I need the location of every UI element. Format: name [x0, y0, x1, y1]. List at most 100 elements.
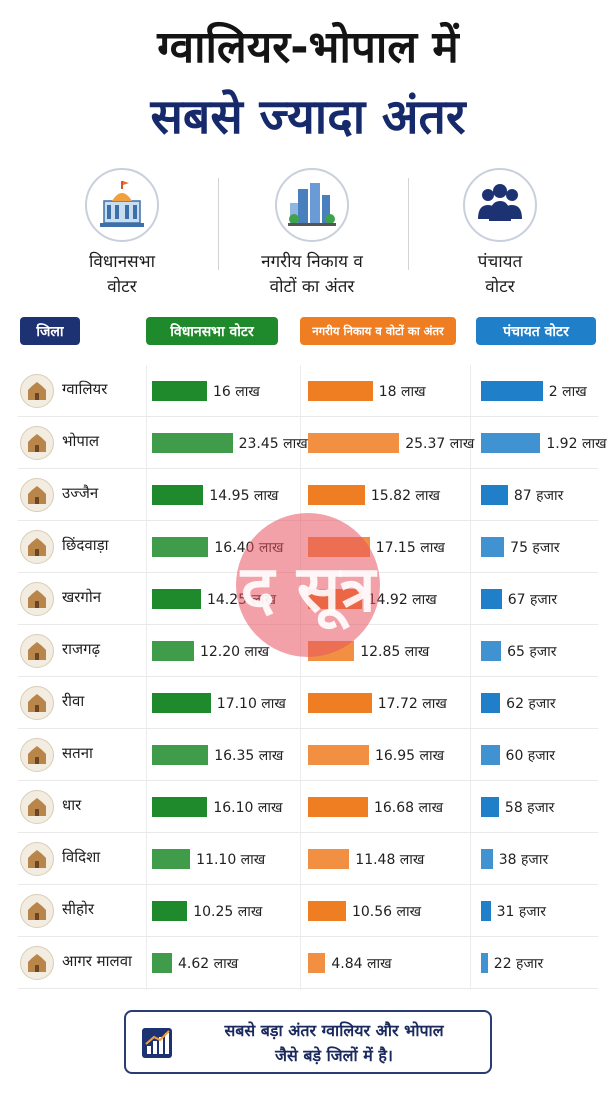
assembly-cell: 17.10 लाख — [152, 677, 302, 729]
panchayat-bar — [481, 953, 488, 973]
urban-cell: 10.56 लाख — [308, 885, 478, 937]
urban-value-label: 10.56 लाख — [351, 903, 422, 920]
assembly-bar — [152, 589, 201, 609]
column-separator — [300, 365, 301, 990]
panchayat-cell: 58 हजार — [481, 781, 599, 833]
row-divider — [18, 780, 598, 781]
table-row: रीवा 17.10 लाख 17.72 लाख 62 हजार — [18, 677, 598, 729]
urban-bar — [308, 433, 400, 453]
row-divider — [18, 936, 598, 937]
panchayat-cell: 1.92 लाख — [481, 417, 607, 469]
assembly-bar — [152, 797, 208, 817]
urban-cell: 18 लाख — [308, 365, 478, 417]
district-name: विदिशा — [62, 848, 101, 866]
panchayat-bar — [481, 849, 493, 869]
urban-value-label: 17.72 लाख — [377, 695, 447, 712]
tiger-icon — [20, 582, 54, 616]
category-panchayat-label: पंचायत वोटर — [477, 252, 523, 297]
panchayat-value-label: 1.92 लाख — [546, 435, 607, 452]
row-divider — [18, 728, 598, 729]
header-panchayat: पंचायत वोटर — [476, 317, 596, 345]
assembly-cell: 23.45 लाख — [152, 417, 308, 469]
panchayat-cell: 87 हजार — [481, 469, 599, 521]
category-urban: नगरीय निकाय व वोटों का अंतर — [222, 168, 402, 300]
urban-cell: 16.95 लाख — [308, 729, 478, 781]
panchayat-bar — [481, 797, 499, 817]
district-name: भोपाल — [62, 432, 100, 450]
district-name: ग्वालियर — [62, 380, 108, 398]
waterfall-icon — [20, 530, 54, 564]
urban-value-label: 12.85 लाख — [360, 643, 430, 660]
panchayat-bar — [481, 589, 502, 609]
panchayat-value-label: 22 हजार — [493, 955, 544, 972]
urban-bar — [308, 381, 373, 401]
assembly-value-label: 14.95 लाख — [209, 487, 279, 504]
urban-cell: 11.48 लाख — [308, 833, 478, 885]
assembly-cell: 11.10 लाख — [152, 833, 302, 885]
header-district: जिला — [20, 317, 80, 345]
panchayat-cell: 65 हजार — [481, 625, 599, 677]
panchayat-value-label: 87 हजार — [513, 487, 564, 504]
category-urban-label: नगरीय निकाय व वोटों का अंतर — [261, 252, 363, 297]
panchayat-value-label: 75 हजार — [510, 539, 560, 556]
panchayat-bar — [481, 745, 500, 765]
category-divider — [408, 178, 409, 270]
panchayat-value-label: 62 हजार — [506, 695, 556, 712]
panchayat-cell: 22 हजार — [481, 937, 599, 989]
panchayat-bar — [481, 641, 502, 661]
district-name: छिंदवाड़ा — [62, 536, 109, 554]
column-separator — [146, 365, 147, 990]
district-name: राजगढ़ — [62, 640, 101, 658]
panchayat-cell: 2 लाख — [481, 365, 599, 417]
gate-icon — [20, 842, 54, 876]
panchayat-bar — [481, 537, 505, 557]
urban-cell: 17.72 लाख — [308, 677, 478, 729]
urban-value-label: 17.15 लाख — [375, 539, 445, 556]
urban-cell: 15.82 लाख — [308, 469, 478, 521]
panchayat-cell: 62 हजार — [481, 677, 599, 729]
panchayat-bar — [481, 485, 508, 505]
assembly-value-label: 12.20 लाख — [199, 643, 270, 660]
assembly-bar — [152, 901, 188, 921]
assembly-value-label: 17.10 लाख — [216, 695, 286, 712]
assembly-cell: 16.10 लाख — [152, 781, 302, 833]
temple-icon — [20, 478, 54, 512]
city-icon — [275, 168, 349, 242]
assembly-bar — [152, 485, 204, 505]
urban-bar — [308, 797, 368, 817]
panchayat-value-label: 60 हजार — [505, 747, 555, 764]
table-row: धार 16.10 लाख 16.68 लाख 58 हजार — [18, 781, 598, 833]
urban-bar — [308, 693, 372, 713]
assembly-value-label: 16.35 लाख — [214, 747, 284, 764]
assembly-value-label: 4.62 लाख — [178, 955, 239, 972]
urban-value-label: 16.95 लाख — [374, 747, 445, 764]
fort-icon — [20, 894, 54, 928]
urban-bar — [308, 485, 365, 505]
urban-value-label: 4.84 लाख — [331, 955, 392, 972]
bar-chart-icon — [142, 1028, 172, 1058]
assembly-cell: 12.20 लाख — [152, 625, 302, 677]
assembly-cell: 10.25 लाख — [152, 885, 302, 937]
panchayat-cell: 31 हजार — [481, 885, 599, 937]
district-name: सतना — [62, 744, 93, 762]
district-name: रीवा — [62, 692, 85, 710]
assembly-cell: 16.35 लाख — [152, 729, 302, 781]
category-assembly-label: विधानसभा वोटर — [89, 252, 155, 297]
table-row: आगर मालवा 4.62 लाख 4.84 लाख 22 हजार — [18, 937, 598, 989]
district-name: उज्जैन — [62, 484, 99, 502]
panchayat-value-label: 2 लाख — [548, 383, 587, 400]
district-name: आगर मालवा — [62, 952, 132, 970]
building-icon — [85, 168, 159, 242]
urban-value-label: 25.37 लाख — [405, 435, 475, 452]
table-row: विदिशा 11.10 लाख 11.48 लाख 38 हजार — [18, 833, 598, 885]
assembly-bar — [152, 849, 191, 869]
panchayat-value-label: 65 हजार — [507, 643, 557, 660]
row-divider — [18, 468, 598, 469]
footer-text: सबसे बड़ा अंतर ग्वालियर और भोपाल जैसे बड… — [224, 1021, 444, 1065]
row-divider — [18, 832, 598, 833]
assembly-bar — [152, 381, 207, 401]
assembly-value-label: 10.25 लाख — [193, 903, 263, 920]
assembly-cell: 4.62 लाख — [152, 937, 302, 989]
hill-icon — [20, 790, 54, 824]
urban-value-label: 11.48 लाख — [355, 851, 425, 868]
